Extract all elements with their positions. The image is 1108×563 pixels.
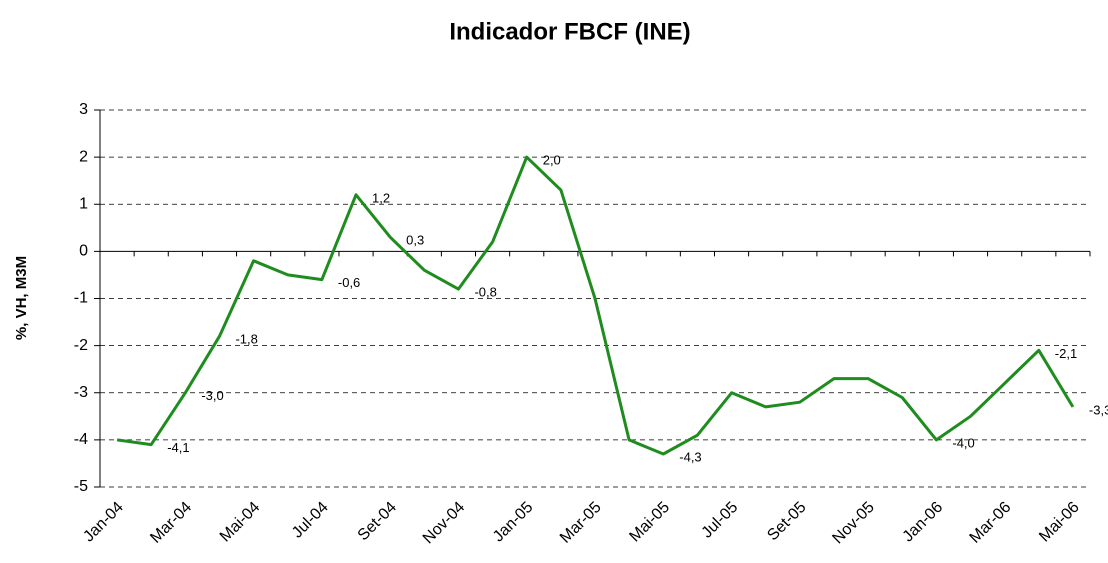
data-label: -4,3 xyxy=(679,449,701,464)
data-label: -4,1 xyxy=(167,440,189,455)
y-tick-label: 1 xyxy=(79,195,88,212)
x-tick-label: Mar-05 xyxy=(557,499,605,547)
y-tick-label: -4 xyxy=(74,431,88,448)
y-tick-label: -5 xyxy=(74,478,88,495)
y-tick-label: -3 xyxy=(74,384,88,401)
y-tick-label: -1 xyxy=(74,290,88,307)
data-label: -4,0 xyxy=(952,435,974,450)
data-label: -0,6 xyxy=(338,275,360,290)
y-tick-label: -2 xyxy=(74,337,88,354)
data-label: 0,3 xyxy=(406,233,424,248)
chart-title: Indicador FBCF (INE) xyxy=(449,18,690,45)
y-axis-label: %, VH, M3M xyxy=(13,256,30,340)
data-label: 2,0 xyxy=(543,153,561,168)
data-label: -1,8 xyxy=(235,332,257,347)
x-tick-label: Set-05 xyxy=(764,499,809,544)
x-tick-label: Mai-06 xyxy=(1036,499,1083,546)
x-tick-label: Mai-05 xyxy=(626,499,673,546)
y-tick-label: 3 xyxy=(79,101,88,118)
x-tick-label: Nov-04 xyxy=(420,499,469,548)
x-tick-label: Mar-06 xyxy=(967,499,1015,547)
x-tick-label: Jul-04 xyxy=(289,499,332,542)
x-tick-label: Set-04 xyxy=(355,499,400,544)
x-tick-label: Mai-04 xyxy=(217,499,264,546)
x-tick-label: Jan-06 xyxy=(900,499,947,546)
x-tick-label: Jan-04 xyxy=(80,499,127,546)
x-tick-label: Mar-04 xyxy=(147,499,195,547)
y-tick-label: 0 xyxy=(79,243,88,260)
x-tick-label: Nov-05 xyxy=(829,499,878,548)
data-label: -3,0 xyxy=(201,388,223,403)
data-label: -0,8 xyxy=(474,285,496,300)
line xyxy=(116,155,1075,456)
y-tick-label: 2 xyxy=(79,148,88,165)
data-label: -3,3 xyxy=(1089,402,1108,417)
x-tick-label: Jul-05 xyxy=(699,499,742,542)
data-label: 1,2 xyxy=(372,190,390,205)
x-tick-label: Jan-05 xyxy=(490,499,537,546)
data-label: -2,1 xyxy=(1055,346,1077,361)
